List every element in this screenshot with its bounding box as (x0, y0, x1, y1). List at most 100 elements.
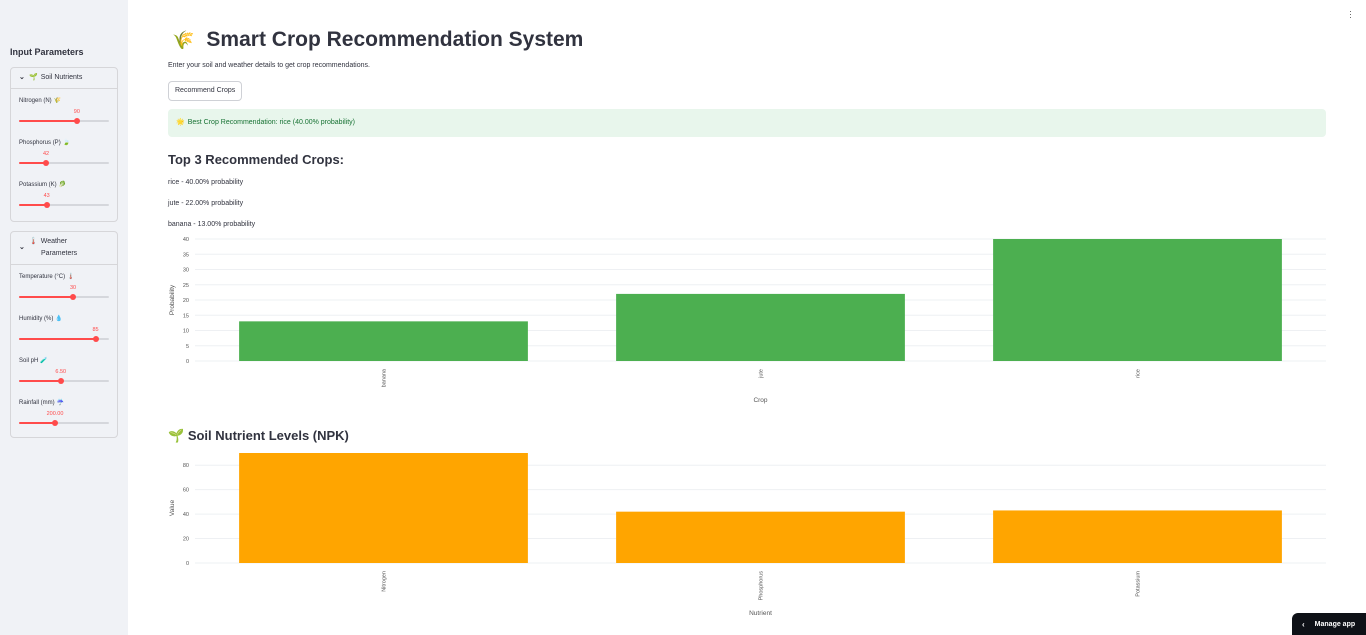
weather-label-line2: Parameters (41, 250, 78, 257)
slider-track[interactable]: 42 (19, 151, 109, 166)
x-tick-label: Nitrogen (382, 571, 388, 592)
slider-thumb[interactable] (92, 336, 99, 342)
success-alert: 🌟 Best Crop Recommendation: rice (40.00% … (168, 109, 1326, 137)
slider-track[interactable]: 90 (19, 109, 109, 124)
slider-label: Humidity (%) (19, 316, 54, 322)
npk-chart: 0 20 40 60 80 Nitrogen Phosphorus Potassium Nutr… (169, 453, 1326, 617)
slider-track[interactable]: 85 (19, 327, 109, 342)
y-axis-label: Probability (169, 284, 176, 315)
y-tick-label: 80 (183, 463, 189, 469)
bar-rice (993, 239, 1282, 361)
slider-value: 30 (69, 285, 77, 291)
test-tube-icon: 🧪 (40, 358, 48, 364)
slider-fill (19, 296, 73, 298)
page-subtitle: Enter your soil and weather details to g… (168, 62, 370, 69)
droplet-icon: 💧 (55, 316, 63, 322)
sidebar: Input Parameters ⌄ 🌱 Soil Nutrients Nitr… (0, 0, 128, 635)
star-icon: 🌟 (176, 119, 185, 126)
soil-nutrients-expander-header[interactable]: ⌄ 🌱 Soil Nutrients (11, 68, 117, 89)
slider-rainfall[interactable]: Rainfall (mm) ☔ 200.00 (19, 391, 109, 433)
sidebar-title: Input Parameters (10, 47, 84, 57)
bar-potassium (993, 510, 1282, 563)
umbrella-rain-icon: ☔ (56, 400, 65, 406)
slider-label: Potassium (K) (19, 182, 57, 188)
slider-thumb[interactable] (57, 378, 64, 384)
x-tick-label: Phosphorus (759, 571, 765, 601)
slider-fill (19, 422, 55, 424)
slider-fill (19, 380, 61, 382)
y-tick-label: 35 (183, 252, 189, 258)
leaf-icon: 🍃 (62, 140, 71, 146)
leafy-green-icon: 🥬 (58, 182, 67, 188)
slider-track[interactable]: 30 (19, 285, 109, 300)
y-tick-label: 20 (183, 537, 189, 543)
chevron-down-icon: ⌄ (19, 74, 25, 81)
slider-fill (19, 204, 47, 206)
recommendation-line: jute - 22.00% probability (168, 200, 244, 207)
slider-thumb[interactable] (73, 118, 80, 124)
top3-heading: Top 3 Recommended Crops: (168, 152, 345, 167)
slider-value: 6.50 (55, 369, 67, 375)
slider-label: Nitrogen (N) (19, 98, 52, 104)
soil-sliders: Nitrogen (N) 🌾 90 Phosphorus (P) 🍃 42 Pota… (11, 89, 117, 221)
slider-thumb[interactable] (70, 294, 76, 300)
seedling-icon: 🌱 (168, 428, 185, 443)
y-tick-label: 0 (186, 359, 189, 365)
weather-parameters-expander: ⌄ 🌡️ Weather Parameters Temperature (°C) 🌡… (10, 231, 118, 438)
y-tick-label: 10 (183, 329, 189, 335)
weather-parameters-expander-header[interactable]: ⌄ 🌡️ Weather Parameters (11, 232, 117, 265)
slider-soil-ph[interactable]: Soil pH 🧪 6.50 (19, 349, 109, 391)
slider-track[interactable]: 6.50 (19, 369, 109, 384)
slider-label: Soil pH (19, 358, 39, 364)
main-menu-icon[interactable]: · · · (1349, 6, 1352, 22)
x-tick-label: rice (1136, 369, 1142, 378)
slider-track[interactable]: 43 (19, 193, 109, 208)
success-text: Best Crop Recommendation: rice (40.00% p… (187, 119, 356, 126)
slider-humidity[interactable]: Humidity (%) 💧 85 (19, 307, 109, 349)
slider-thumb[interactable] (43, 160, 49, 166)
y-tick-label: 15 (183, 313, 189, 319)
chevron-down-icon: ⌄ (19, 244, 25, 251)
y-tick-label: 40 (183, 512, 189, 518)
slider-temperature[interactable]: Temperature (°C) 🌡️ 30 (19, 265, 109, 307)
x-tick-label: jute (759, 369, 765, 379)
x-tick-label: Potassium (1136, 571, 1142, 597)
slider-label: Temperature (°C) (19, 274, 66, 280)
slider-label: Rainfall (mm) (19, 400, 55, 406)
manage-app-label: Manage app (1314, 620, 1356, 628)
y-tick-label: 30 (183, 268, 189, 274)
crop-probability-chart: 0 5 10 15 20 25 30 35 40 banana jute rice Crop Probab… (169, 237, 1326, 404)
weather-label-line1: Weather (40, 238, 68, 245)
slider-potassium[interactable]: Potassium (K) 🥬 43 (19, 173, 109, 215)
thermometer-icon: 🌡️ (67, 274, 75, 280)
npk-heading-text: Soil Nutrient Levels (NPK) (187, 428, 349, 443)
seedling-icon: 🌱 (29, 74, 38, 81)
recommendation-line: rice - 40.00% probability (168, 179, 244, 186)
slider-track[interactable]: 200.00 (19, 411, 109, 426)
x-tick-label: banana (382, 368, 388, 387)
chevron-left-icon: ‹ (1302, 619, 1305, 629)
slider-fill (19, 120, 77, 122)
y-tick-label: 20 (183, 298, 189, 304)
slider-value: 43 (43, 193, 50, 199)
soil-nutrients-expander: ⌄ 🌱 Soil Nutrients Nitrogen (N) 🌾 90 Phos… (10, 67, 118, 222)
bar-jute (616, 293, 905, 361)
slider-nitrogen[interactable]: Nitrogen (N) 🌾 90 (19, 89, 109, 131)
slider-thumb[interactable] (52, 420, 58, 426)
wheat-icon: 🌾 (172, 29, 195, 50)
page-title: 🌾 Smart Crop Recommendation System (168, 28, 583, 52)
slider-value: 200.00 (46, 411, 64, 417)
bar-banana (239, 321, 528, 361)
wheat-icon: 🌾 (53, 98, 62, 104)
x-axis-label: Crop (753, 397, 767, 404)
soil-nutrients-label: Soil Nutrients (40, 74, 83, 81)
bar-nitrogen (239, 453, 528, 563)
slider-thumb[interactable] (43, 202, 50, 208)
slider-value: 42 (42, 151, 50, 157)
slider-phosphorus[interactable]: Phosphorus (P) 🍃 42 (19, 131, 109, 173)
thermometer-icon: 🌡️ (29, 238, 38, 245)
y-tick-label: 60 (183, 488, 189, 494)
y-tick-label: 0 (186, 561, 189, 567)
recommend-crops-button[interactable]: Recommend Crops (168, 81, 243, 101)
manage-app-button[interactable]: ‹ Manage app (1292, 613, 1366, 635)
